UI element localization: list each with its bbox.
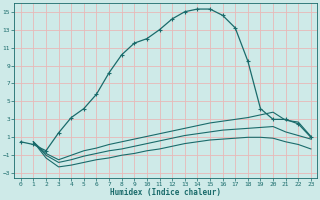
X-axis label: Humidex (Indice chaleur): Humidex (Indice chaleur) (110, 188, 221, 197)
